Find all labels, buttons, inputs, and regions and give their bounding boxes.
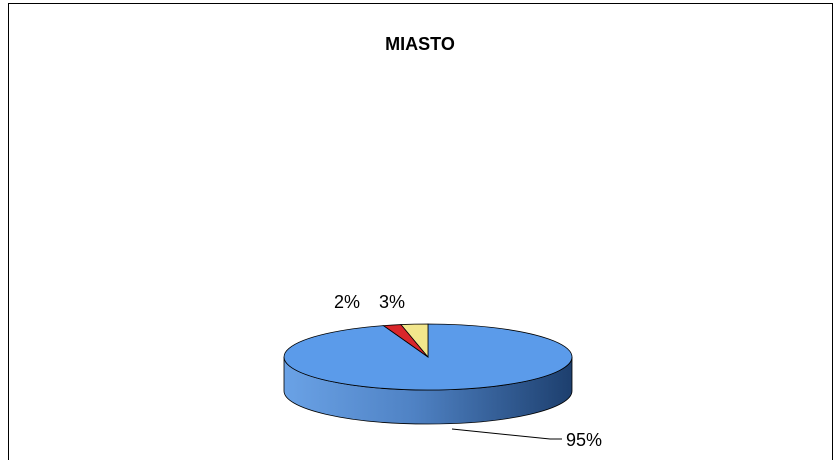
data-labels: 2% 3% 95%	[334, 292, 602, 450]
pie-layer	[283, 323, 573, 425]
pie-slice-3	[400, 323, 429, 359]
data-label-2-percent: 2%	[334, 292, 360, 312]
chart-title: MIASTO	[385, 34, 455, 54]
leader-line-95-percent	[451, 428, 562, 440]
data-label-95-percent: 95%	[566, 430, 602, 450]
data-label-3-percent: 3%	[379, 292, 405, 312]
